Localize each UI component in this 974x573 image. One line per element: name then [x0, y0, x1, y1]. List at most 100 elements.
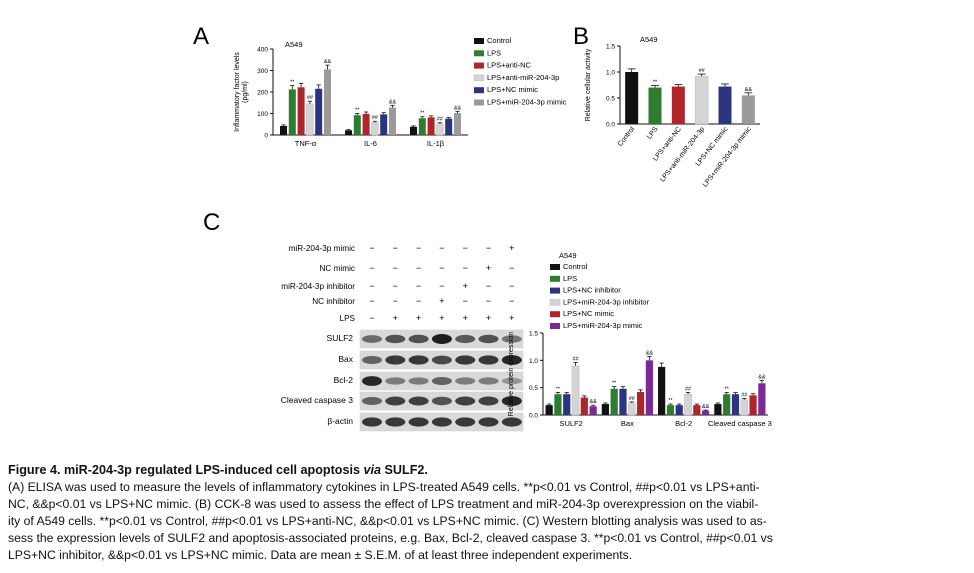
chart-a-significance-mark: &&	[454, 105, 462, 111]
blot-band	[501, 377, 522, 385]
panel-letter-a: A	[193, 23, 209, 50]
blot-treatment-symbol: −	[463, 243, 468, 253]
blot-band	[455, 334, 476, 344]
chart-c-bar	[619, 388, 627, 415]
blot-band	[408, 334, 429, 344]
chart-b-y-tick-label: 0.0	[606, 122, 615, 129]
blot-treatment-symbol: −	[509, 281, 514, 291]
chart-c-significance-mark: &&	[702, 404, 710, 410]
blot-protein-label: β-actin	[327, 416, 353, 426]
chart-b-y-tick-label: 0.5	[606, 96, 615, 103]
chart-a-bar	[418, 118, 426, 135]
chart-b-significance-mark: **	[653, 80, 658, 86]
blot-treatment-symbol: −	[369, 243, 374, 253]
blot-band	[431, 377, 452, 385]
caption-title: Figure 4. miR-204-3p regulated LPS-induc…	[8, 463, 428, 477]
chart-c-significance-mark: **	[725, 387, 730, 393]
blot-treatment-symbol: −	[369, 281, 374, 291]
blot-treatment-symbol: +	[393, 313, 398, 323]
chart-c-x-tick-label: Bcl-2	[675, 419, 692, 428]
chart-b-y-tick-label: 1.0	[606, 70, 615, 77]
blot-treatment-symbol: +	[486, 263, 491, 273]
chart-a-bar	[306, 103, 314, 136]
chart-a-y-tick-label: 300	[257, 68, 268, 75]
chart-c-significance-mark: ##	[685, 387, 692, 393]
chart-c-significance-mark: **	[612, 381, 617, 387]
chart-a-legend-label: LPS+NC mimic	[487, 85, 538, 94]
chart-a-x-tick-label: TNF-α	[295, 139, 317, 148]
blot-treatment-symbol: −	[416, 281, 421, 291]
chart-c-significance-mark: **	[556, 387, 561, 393]
blot-treatment-symbol: +	[509, 313, 514, 323]
chart-c-x-tick-label: Cleaved caspase 3	[708, 419, 772, 428]
blot-treatment-symbol: +	[463, 313, 468, 323]
blot-band	[431, 355, 452, 365]
chart-a-bar	[371, 122, 379, 136]
chart-a-legend-swatch	[474, 99, 484, 106]
chart-c-bar	[723, 394, 731, 415]
chart-c-bar	[610, 388, 618, 415]
blot-protein-label: SULF2	[327, 333, 354, 343]
chart-a-y-axis-label-line: (pg/ml)	[242, 81, 249, 103]
chart-c-bar	[714, 404, 722, 415]
chart-c-y-axis-label: Relative protein expression	[508, 332, 515, 417]
chart-a-bar	[380, 114, 388, 135]
chart-c-bar	[675, 405, 683, 415]
blot-band	[478, 417, 499, 427]
chart-a-bar	[454, 113, 461, 135]
blot-treatment-symbol: −	[416, 243, 421, 253]
chart-c-significance-mark: ##	[741, 393, 748, 399]
chart-c-bar	[627, 402, 636, 416]
chart-c-legend-swatch	[550, 264, 560, 270]
chart-a-significance-mark: &&	[389, 99, 397, 105]
chart-b-y-axis-label: Relative cellular activity	[585, 48, 592, 121]
chart-c-y-tick-label: 0.5	[529, 385, 538, 392]
blot-band	[501, 355, 522, 365]
chart-a-legend-swatch	[474, 87, 484, 94]
chart-c-legend-swatch	[550, 287, 560, 294]
chart-b-x-tick-label: LPS	[646, 126, 660, 141]
blot-band	[385, 355, 406, 365]
chart-c-significance-mark: &&	[758, 375, 766, 381]
blot-treatment-symbol: −	[393, 243, 398, 253]
chart-a-legend-swatch	[473, 74, 485, 82]
caption-line-3: ity of A549 cells. **p<0.01 vs Control, …	[8, 514, 767, 528]
blot-treatment-symbol: −	[463, 296, 468, 306]
blot-band	[455, 355, 476, 365]
blot-band	[501, 396, 522, 406]
chart-b-significance-mark: &&	[745, 87, 753, 93]
blot-band	[385, 334, 406, 344]
blot-treatment-symbol: −	[486, 296, 491, 306]
blot-band	[501, 335, 522, 343]
caption-line-2: NC, &&p<0.01 vs LPS+NC mimic. (B) CCK-8 …	[8, 497, 759, 511]
chart-c-x-tick-label: SULF2	[559, 419, 582, 428]
chart-a-legend-label: LPS+anti-miR-204-3p	[487, 73, 559, 82]
blot-treatment-symbol: −	[439, 263, 444, 273]
chart-c-x-tick-label: Bax	[621, 419, 634, 428]
chart-a-bar	[324, 69, 331, 135]
chart-c-bar	[666, 405, 675, 415]
blot-protein-label: Bcl-2	[334, 375, 354, 385]
chart-c-legend-label: LPS+NC inhibitor	[563, 286, 621, 295]
chart-a-y-tick-label: 200	[257, 90, 268, 97]
chart-a-legend-label: Control	[487, 36, 512, 45]
chart-a-bar	[389, 107, 396, 135]
chart-a-bar	[345, 130, 352, 135]
chart-c: A549 0.0 0.5 1.0 1.5 Relative protein express…	[508, 251, 772, 428]
caption-line-4: sess the expression levels of SULF2 and …	[8, 531, 773, 545]
blot-band	[455, 396, 476, 406]
blot-treatment-symbol: −	[369, 263, 374, 273]
blot-band	[408, 396, 429, 406]
chart-a-significance-mark: ##	[437, 117, 444, 123]
blot-treatment-label: miR-204-3p inhibitor	[281, 282, 355, 291]
panel-letter-b: B	[573, 23, 589, 50]
blot-treatment-symbol: −	[416, 263, 421, 273]
chart-c-bar	[658, 366, 666, 415]
chart-c-significance-mark: ##	[572, 357, 579, 363]
chart-b-x-tick-label: LPS+miR-204-3p mimic	[702, 126, 753, 189]
chart-c-bar	[740, 399, 749, 416]
chart-c-bar	[580, 397, 588, 415]
chart-a-legend-label: LPS+miR-204-3p mimic	[487, 98, 567, 107]
chart-b-y-axis-label-line: Relative cellular activity	[585, 48, 592, 121]
chart-a-y-axis-label: Inflammatory factor levels(pg/ml)	[234, 52, 249, 132]
